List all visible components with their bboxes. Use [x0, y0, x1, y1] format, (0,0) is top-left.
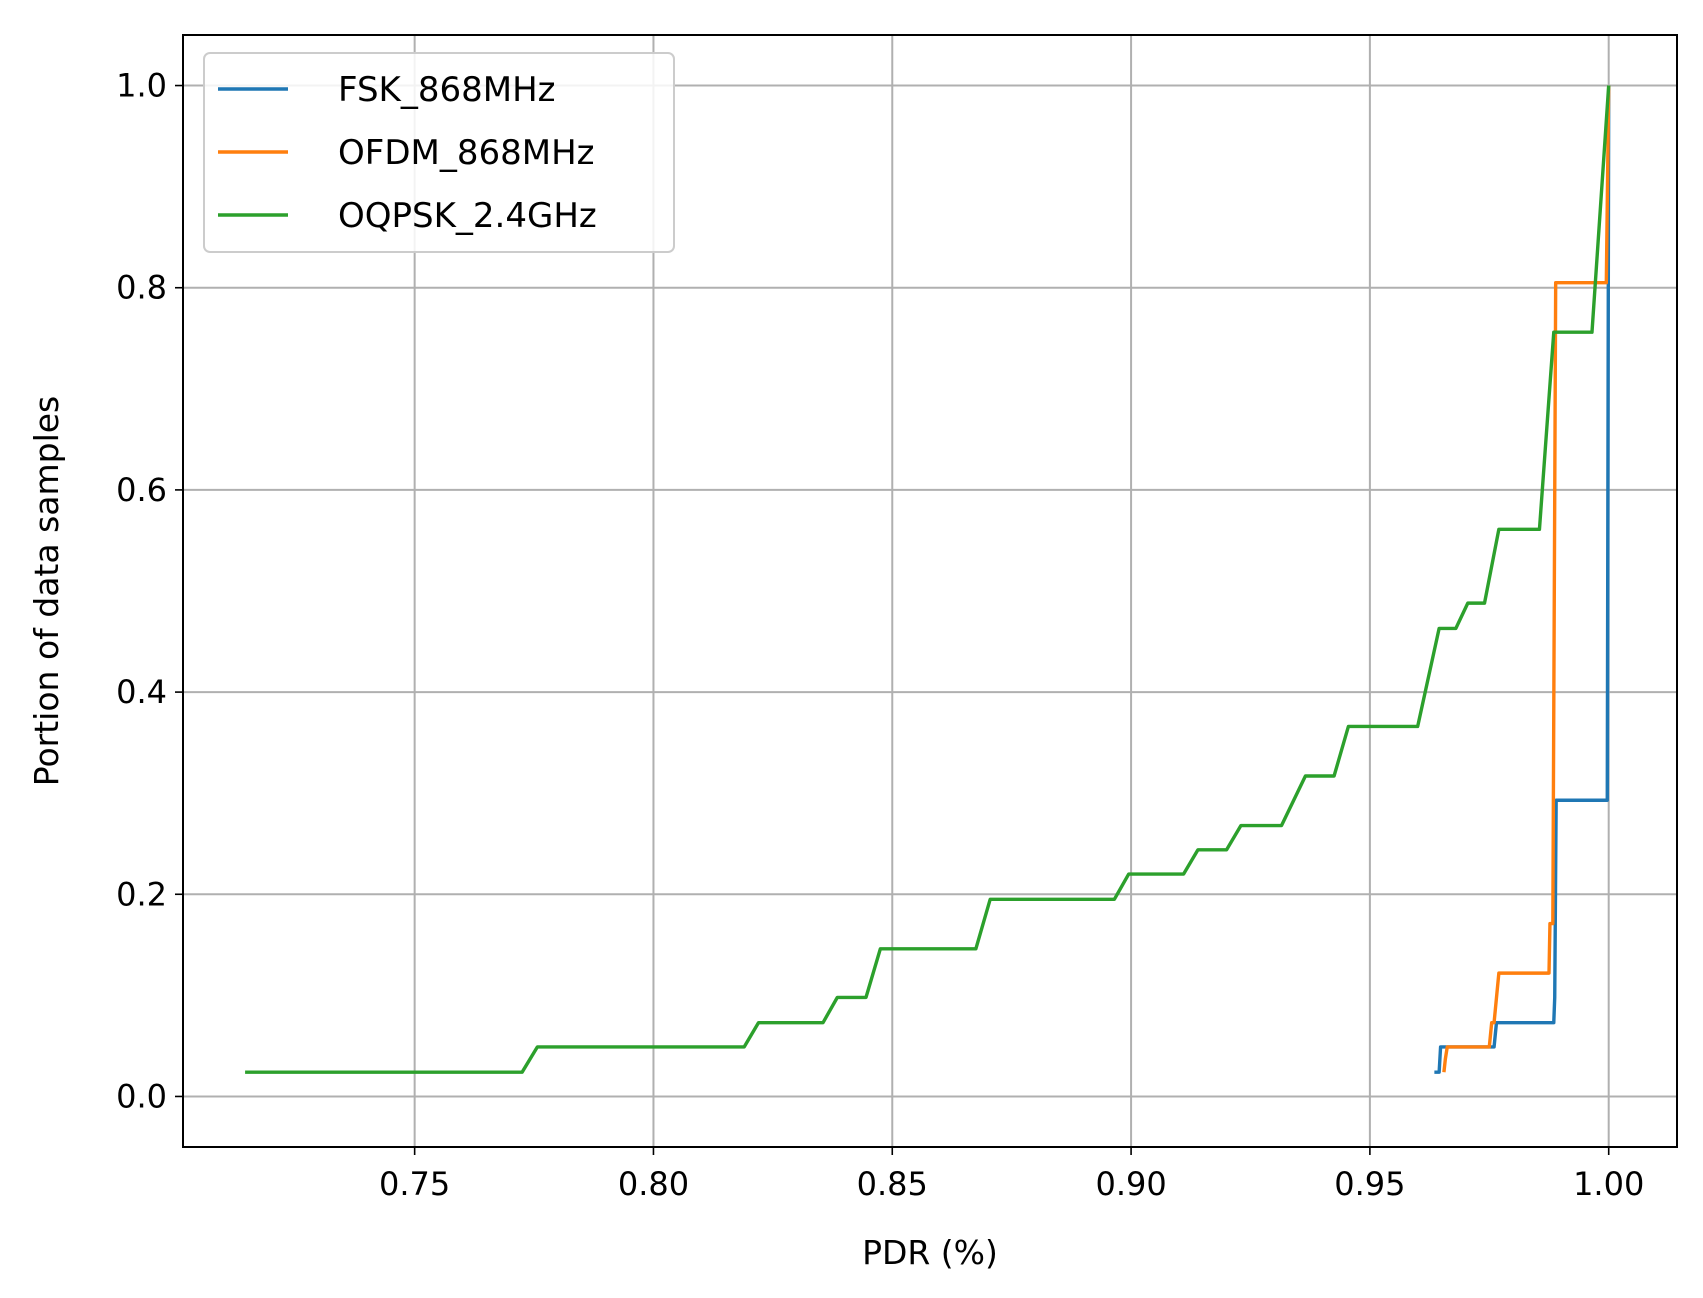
x-tick-label: 1.00: [1573, 1165, 1644, 1203]
x-tick-label: 0.95: [1334, 1165, 1405, 1203]
x-tick-label: 0.85: [857, 1165, 928, 1203]
plot-frame: [182, 34, 1678, 1148]
y-tick-label: 0.0: [116, 1077, 167, 1115]
x-tick-label: 0.75: [379, 1165, 450, 1203]
x-tick-label: 0.90: [1095, 1165, 1166, 1203]
series-lines: [245, 85, 1611, 1074]
x-tick-label: 0.80: [618, 1165, 689, 1203]
y-tick-label: 0.6: [116, 471, 167, 509]
y-tick-label: 1.0: [116, 67, 167, 105]
series-line-ofdm_868mhz: [1442, 85, 1611, 1073]
legend-label: FSK_868MHz: [338, 70, 555, 110]
series-line-fsk_868mhz: [1434, 85, 1611, 1074]
x-axis-ticks: 0.75 0.80 0.85 0.90 0.95 1.00: [379, 1147, 1644, 1203]
series-line-oqpsk_2.4ghz: [245, 85, 1611, 1074]
y-tick-label: 0.4: [116, 673, 167, 711]
legend: FSK_868MHz OFDM_868MHz OQPSK_2.4GHz: [203, 52, 675, 253]
legend-label: OQPSK_2.4GHz: [338, 196, 597, 236]
y-axis-ticks: 0.0 0.2 0.4 0.6 0.8 1.0: [116, 67, 183, 1115]
x-axis-label: PDR (%): [862, 1233, 998, 1272]
legend-box: [203, 52, 675, 253]
y-tick-label: 0.2: [116, 875, 167, 913]
legend-label: OFDM_868MHz: [338, 133, 594, 173]
y-tick-label: 0.8: [116, 269, 167, 307]
y-axis-label: Portion of data samples: [27, 396, 66, 786]
